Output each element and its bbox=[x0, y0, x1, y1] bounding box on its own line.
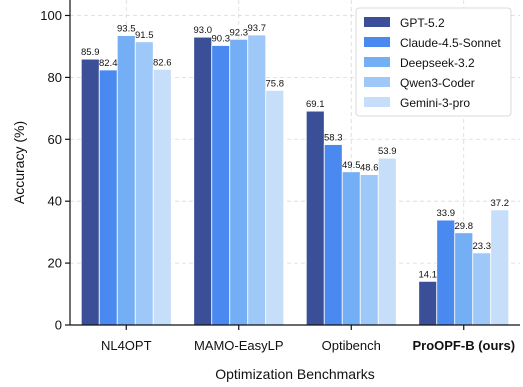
bars bbox=[80, 34, 510, 326]
bar bbox=[211, 45, 231, 326]
legend-swatch bbox=[364, 77, 390, 87]
legend-swatch bbox=[364, 17, 390, 27]
data-label: 53.9 bbox=[378, 146, 397, 157]
axes: 0 20 40 60 80 100 NL4OPT MAMO-EasyLP Optibench Pr… bbox=[40, 0, 520, 353]
bar bbox=[265, 89, 285, 326]
legend-swatch bbox=[364, 37, 390, 47]
data-label: 90.3 bbox=[212, 34, 231, 45]
x-tick-label: Optibench bbox=[322, 338, 381, 353]
bar bbox=[247, 34, 267, 326]
data-label: 75.8 bbox=[266, 78, 285, 89]
bar bbox=[359, 174, 379, 326]
legend-entry: GPT-5.2 bbox=[400, 16, 445, 30]
data-label: 91.5 bbox=[135, 30, 154, 41]
legend: GPT-5.2 Claude-4.5-Sonnet Deepseek-3.2 Qwen… bbox=[355, 7, 512, 117]
y-tick-label: 40 bbox=[48, 194, 62, 209]
bar bbox=[305, 110, 325, 326]
data-label: 93.7 bbox=[248, 23, 267, 34]
y-tick-label: 80 bbox=[48, 70, 62, 85]
legend-swatch bbox=[364, 97, 390, 107]
y-tick-label: 60 bbox=[48, 132, 62, 147]
data-label: 92.3 bbox=[230, 27, 249, 38]
bar bbox=[377, 157, 397, 326]
data-label: 33.9 bbox=[437, 208, 456, 219]
bar bbox=[418, 280, 438, 326]
bar bbox=[193, 36, 213, 326]
bar bbox=[80, 58, 100, 326]
legend-swatch bbox=[364, 57, 390, 67]
data-label: 58.3 bbox=[324, 133, 343, 144]
legend-entry: Claude-4.5-Sonnet bbox=[400, 36, 501, 50]
bar bbox=[472, 252, 492, 326]
data-label: 49.5 bbox=[342, 160, 361, 171]
legend-entry: Gemini-3-pro bbox=[400, 96, 470, 110]
data-label: 23.3 bbox=[473, 241, 492, 252]
data-label: 29.8 bbox=[455, 221, 474, 232]
x-tick-label: ProOPF-B (ours) bbox=[412, 338, 515, 353]
bar bbox=[454, 232, 474, 326]
data-label: 85.9 bbox=[81, 47, 100, 58]
x-tick-label: MAMO-EasyLP bbox=[194, 338, 284, 353]
data-label: 69.1 bbox=[306, 99, 325, 110]
y-tick-label: 20 bbox=[48, 256, 62, 271]
bar bbox=[490, 209, 510, 326]
bar bbox=[436, 219, 456, 326]
y-tick-label: 100 bbox=[40, 8, 62, 23]
data-labels: 85.982.4 93.591.5 82.6 93.090.392.3 93.7 75.8… bbox=[81, 23, 509, 280]
x-tick-label: NL4OPT bbox=[101, 338, 152, 353]
data-label: 82.4 bbox=[99, 58, 118, 69]
data-label: 93.0 bbox=[194, 25, 213, 36]
data-label: 48.6 bbox=[360, 163, 379, 174]
data-label: 93.5 bbox=[117, 24, 136, 35]
bar bbox=[323, 144, 343, 326]
legend-box bbox=[355, 7, 512, 117]
y-axis-label: Accuracy (%) bbox=[11, 121, 27, 204]
data-label: 37.2 bbox=[491, 198, 510, 209]
bar bbox=[98, 69, 118, 326]
legend-entry: Qwen3-Coder bbox=[400, 76, 475, 90]
x-axis-label: Optimization Benchmarks bbox=[215, 366, 375, 382]
bar bbox=[152, 68, 172, 326]
bar bbox=[116, 35, 136, 326]
bar bbox=[229, 38, 249, 326]
y-tick-label: 0 bbox=[55, 318, 62, 333]
legend-entry: Deepseek-3.2 bbox=[400, 56, 475, 70]
data-label: 82.6 bbox=[153, 57, 172, 68]
bar bbox=[134, 41, 154, 326]
bar bbox=[341, 171, 361, 326]
data-label: 14.1 bbox=[419, 269, 438, 280]
